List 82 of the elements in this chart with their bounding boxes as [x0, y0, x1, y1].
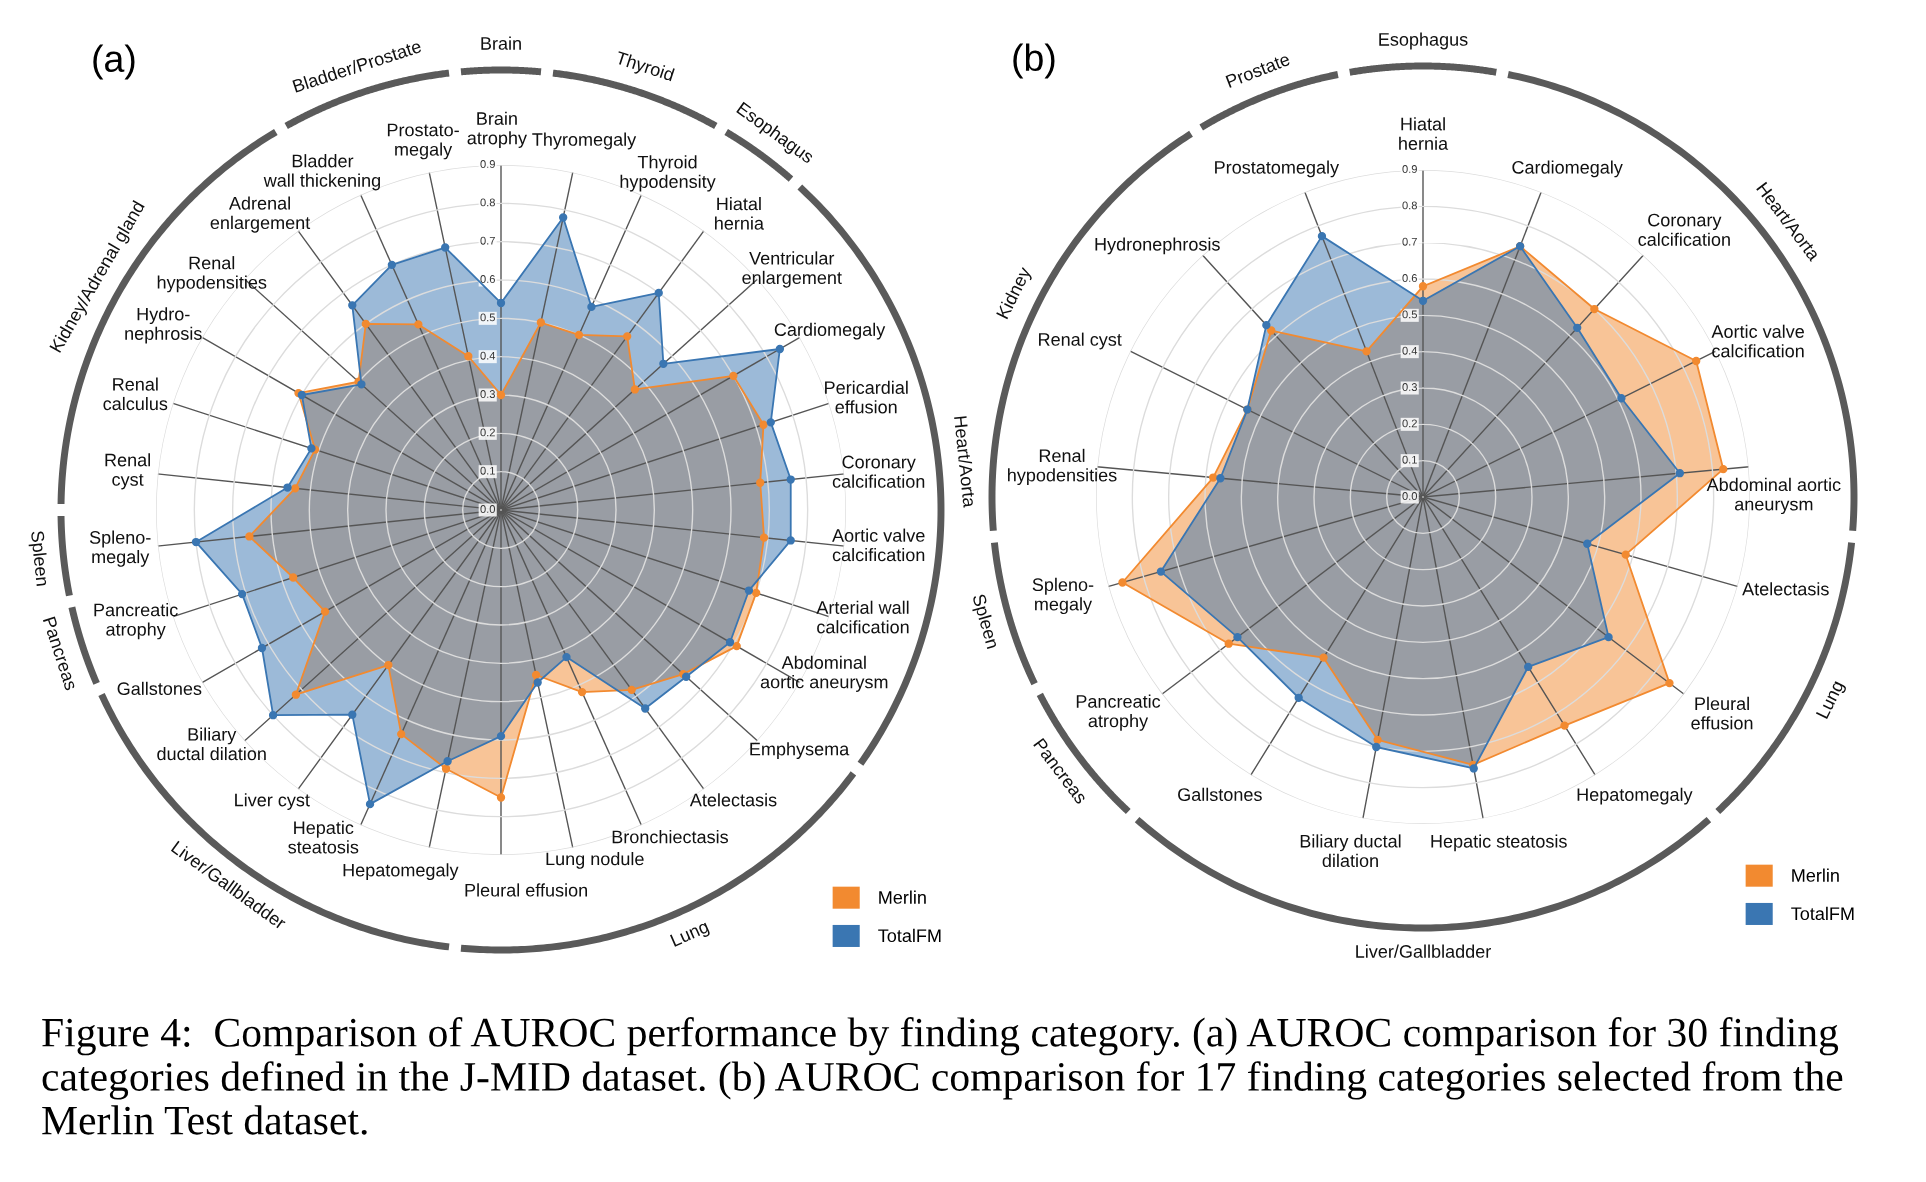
y-tick-label: 0.8	[1402, 201, 1417, 210]
spoke-label: Emphysema	[750, 742, 850, 760]
text: Liver/Gallbladder	[1356, 944, 1491, 958]
spoke-label: Renal cyst	[1039, 332, 1122, 350]
text: Lung	[669, 922, 711, 947]
spoke-label: Brain atrophy	[467, 111, 527, 148]
y-tick-label: 0.2	[480, 428, 495, 437]
y-tick-label: 0.8	[480, 198, 495, 207]
spoke-label: Coronary calcification	[832, 455, 925, 488]
spoke-label: Coronary calcification	[1638, 213, 1730, 246]
spoke-label: Atelectasis	[689, 793, 777, 807]
spoke-label: Hepatomegaly	[343, 863, 459, 881]
spoke-label: Hepatomegaly	[1577, 787, 1693, 805]
y-tick-label: 0.4	[1402, 346, 1418, 355]
spoke-label: Cardiomegaly	[1512, 160, 1623, 178]
spoke-label: Pleural effusion	[1691, 696, 1753, 730]
legend-label: TotalFM	[1791, 906, 1854, 921]
y-tick-label: 0.4	[480, 351, 496, 360]
spoke-label: Gallstones	[117, 681, 202, 696]
legend-label: TotalFM	[878, 928, 941, 943]
spoke-label: Spleno- megaly	[89, 530, 151, 567]
spoke-label: Abdominal aortic aneurysm	[760, 655, 888, 692]
spoke-label: Bronchiectasis	[612, 830, 728, 844]
spoke-label: Biliary ductal dilation	[157, 727, 266, 761]
spoke-label: Pancreatic atrophy	[94, 603, 178, 640]
y-tick-label: 0.0	[480, 505, 496, 513]
caption: Figure 4: Comparison of AUROC performance by finding category. (a) AUROC comparison for 30 finding categories defined in the J-MID dataset. (b) AUROC comparison for 17 finding categories selected from the Merlin Test dataset.	[42, 1017, 1843, 1135]
spoke-label: Hiatal hernia	[715, 197, 764, 230]
chart-title: (b)	[1013, 43, 1055, 79]
y-tick-label: 0.6	[1402, 274, 1417, 282]
spoke-label: Lung nodule	[546, 852, 644, 869]
spoke-label: Biliary ductal dilation	[1300, 834, 1401, 868]
spoke-label: Pleural effusion	[465, 883, 587, 897]
text: Lung	[1815, 681, 1848, 719]
spoke-label: Prostato- megaly	[387, 123, 459, 160]
spoke-label: Abdominal aortic aneurysm	[1706, 477, 1841, 515]
spoke-label: Arterial wall calcification	[816, 600, 909, 634]
y-tick-label: 0.2	[1402, 419, 1417, 428]
spoke-label: Gallstones	[1178, 787, 1262, 801]
text: Esophagus	[1379, 32, 1468, 50]
spoke-label: Atelectasis	[1742, 582, 1829, 596]
spoke-label: Renal calculus	[103, 377, 168, 411]
text: Spleen	[28, 530, 47, 586]
spoke-label: Liver cyst	[235, 793, 310, 810]
spoke-label: Pericardial effusion	[825, 380, 908, 414]
spoke-label: Renal cyst	[105, 453, 150, 490]
spoke-label: Aortic valve calcification	[832, 528, 925, 562]
y-tick-label: 0.5	[480, 313, 495, 322]
spoke-label: Hepatic steatosis	[1431, 834, 1567, 852]
y-tick-label: 0.5	[1402, 310, 1417, 319]
y-tick-label: 0.7	[1402, 237, 1417, 246]
y-tick-label: 0.6	[480, 275, 495, 283]
spoke-label: Renal hypodensities	[1008, 448, 1117, 486]
y-tick-label: 0.7	[480, 236, 495, 245]
text: Heart/Aorta	[954, 416, 975, 508]
text: Spleen	[972, 593, 997, 649]
chart-title: (a)	[93, 44, 135, 80]
spoke-label: Ventricular enlargement	[742, 251, 842, 288]
spoke-label: Pancreatic atrophy	[1076, 694, 1161, 731]
spoke-label: Hepatic steatosis	[288, 820, 359, 854]
spoke-label: Hydro- nephrosis	[125, 307, 202, 344]
spoke-label: Aortic valve calcification	[1711, 324, 1804, 358]
text: Brain	[481, 36, 521, 50]
legend-label: Merlin	[1792, 868, 1839, 882]
y-tick-label: 0.9	[1402, 165, 1417, 173]
y-tick-label: 0.1	[480, 466, 495, 475]
spoke-label: Thyroid hypodensity	[620, 155, 716, 192]
spoke-label: Thyromegaly	[532, 132, 637, 150]
spoke-label: Prostatomegaly	[1215, 160, 1340, 178]
spoke-label: Bladder wall thickening	[263, 154, 380, 191]
spoke-label: Spleno- megaly	[1032, 577, 1094, 615]
spoke-label: Adrenal enlargement	[210, 196, 311, 233]
spoke-label: Cardiomegaly	[774, 322, 886, 340]
y-tick-label: 0.1	[1402, 455, 1417, 464]
y-tick-label: 0.9	[480, 160, 495, 168]
y-tick-label: 0.0	[1402, 492, 1418, 500]
y-tick-label: 0.3	[1402, 383, 1417, 391]
spoke-label: Hydronephrosis	[1095, 237, 1220, 255]
y-tick-label: 0.3	[480, 390, 495, 398]
spoke-label: Hiatal hernia	[1399, 117, 1449, 150]
text: Thyroid	[615, 51, 675, 82]
legend-label: Merlin	[879, 890, 926, 904]
